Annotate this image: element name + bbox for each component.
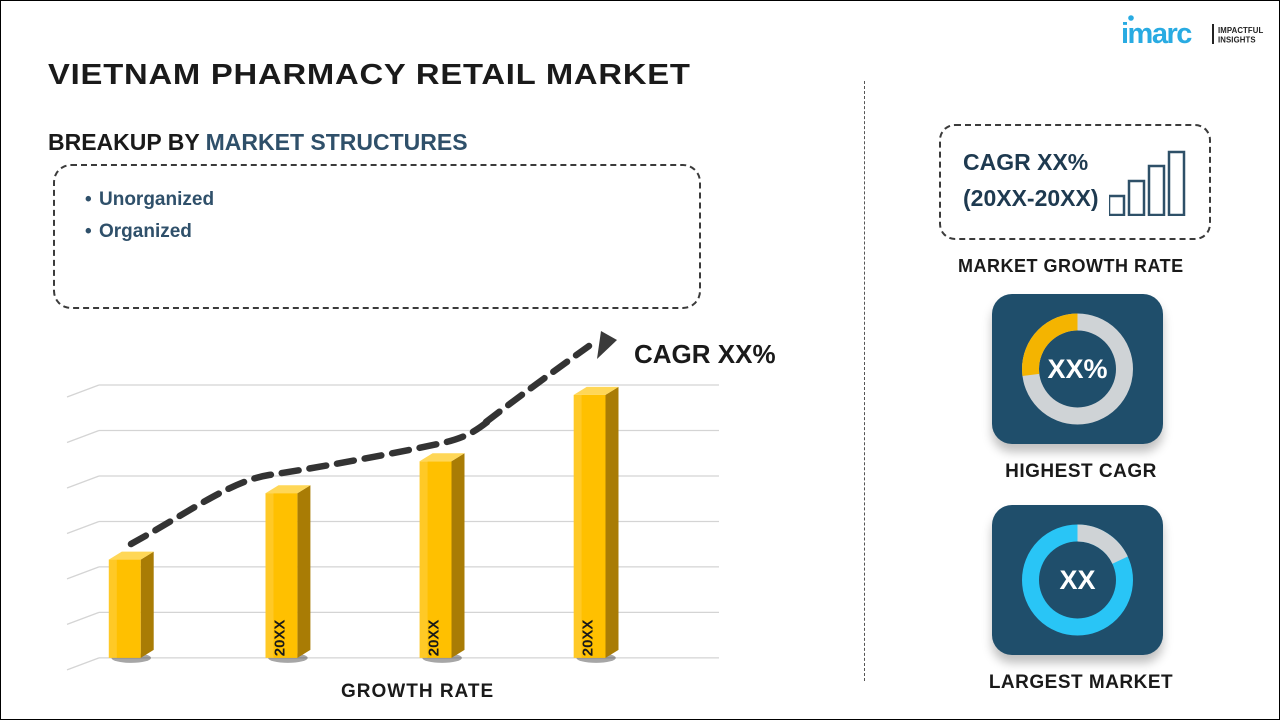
svg-text:XX: XX bbox=[1059, 565, 1095, 595]
svg-text:20XX: 20XX bbox=[271, 620, 288, 657]
svg-text:20XX: 20XX bbox=[580, 620, 597, 657]
svg-text:20XX: 20XX bbox=[426, 620, 443, 657]
svg-text:CAGR XX%: CAGR XX% bbox=[634, 339, 776, 369]
svg-text:XX%: XX% bbox=[1047, 354, 1107, 384]
